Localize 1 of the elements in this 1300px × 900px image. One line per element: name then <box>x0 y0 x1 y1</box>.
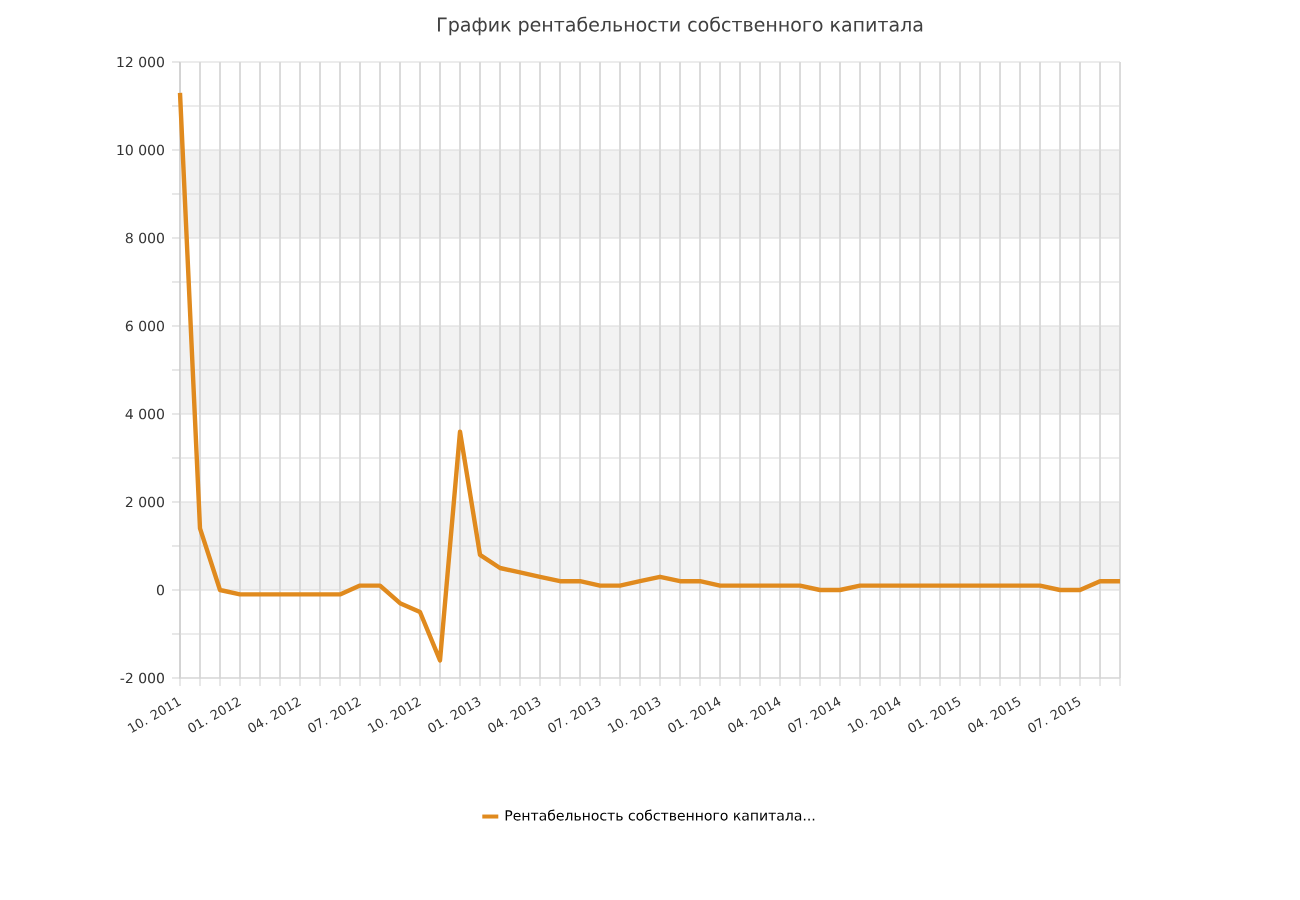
chart-title: График рентабельности собственного капитала <box>438 16 923 36</box>
